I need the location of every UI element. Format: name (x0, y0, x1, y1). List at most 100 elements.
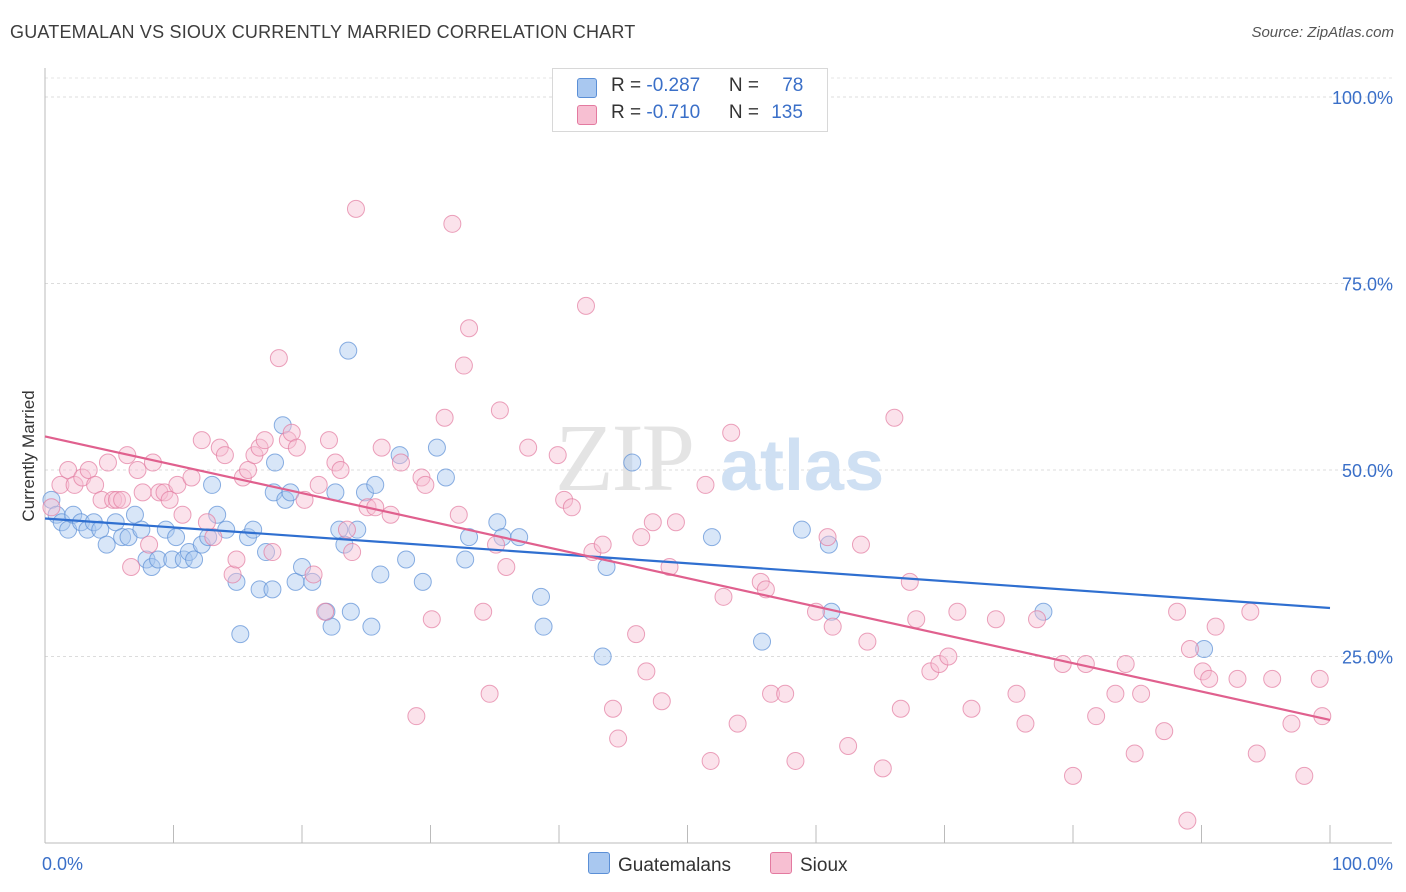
point-sioux (823, 617, 842, 636)
point-guatemalans (97, 535, 116, 554)
point-sioux (576, 296, 595, 315)
point-sioux (519, 438, 538, 457)
point-sioux (1106, 684, 1125, 703)
point-guatemalans (64, 505, 83, 524)
point-sioux (762, 684, 781, 703)
point-sioux (873, 759, 892, 778)
point-sioux (962, 699, 981, 718)
point-guatemalans (366, 475, 385, 494)
r-label: R = (611, 75, 647, 96)
point-sioux (1016, 714, 1035, 733)
point-sioux (435, 408, 454, 427)
point-sioux (391, 453, 410, 472)
point-guatemalans (753, 632, 772, 651)
point-sioux (1028, 610, 1047, 629)
point-sioux (287, 438, 306, 457)
point-sioux (858, 632, 877, 651)
x-tick-label: 100.0% (1332, 854, 1393, 874)
point-sioux (86, 475, 105, 494)
point-guatemalans (534, 617, 553, 636)
point-sioux (346, 199, 365, 218)
point-sioux (255, 431, 274, 450)
point-sioux (282, 423, 301, 442)
point-guatemalans (263, 580, 282, 599)
point-sioux (98, 453, 117, 472)
correlation-legend: R = -0.287 N = 78 R = -0.710 N = 135 (552, 68, 828, 132)
point-sioux (416, 475, 435, 494)
y-tick-label: 25.0% (1342, 648, 1393, 668)
point-sioux (1228, 669, 1247, 688)
point-sioux (885, 408, 904, 427)
axes (44, 68, 1392, 844)
point-sioux (407, 707, 426, 726)
point-sioux (337, 520, 356, 539)
point-guatemalans (348, 520, 367, 539)
point-sioux (1064, 766, 1082, 785)
point-guatemalans (593, 647, 612, 666)
point-sioux (239, 461, 258, 479)
point-sioux (1295, 766, 1314, 785)
n-label: N = (728, 75, 765, 96)
point-sioux (1247, 744, 1266, 763)
point-sioux (59, 461, 78, 479)
point-sioux (891, 699, 910, 718)
point-sioux (818, 528, 837, 547)
point-sioux (304, 565, 323, 584)
point-sioux (1053, 654, 1072, 673)
point-sioux (921, 662, 940, 681)
point-guatemalans (362, 617, 381, 636)
point-sioux (182, 468, 201, 487)
point-sioux (637, 662, 656, 681)
legend-swatch-guatemalans (588, 852, 610, 874)
point-sioux (555, 490, 574, 509)
point-sioux (128, 461, 147, 479)
point-guatemalans (460, 528, 479, 547)
point-guatemalans (532, 587, 551, 606)
chart-title: GUATEMALAN VS SIOUX CURRENTLY MARRIED CO… (10, 22, 636, 42)
point-sioux (728, 714, 747, 733)
point-sioux (986, 610, 1005, 629)
point-sioux (331, 461, 350, 479)
r-label: R = (611, 102, 647, 123)
point-sioux (122, 557, 141, 576)
point-sioux (851, 535, 870, 554)
x-tick-label: 0.0% (42, 854, 83, 874)
n-value: 135 (771, 102, 803, 123)
legend-swatch-sioux (577, 105, 597, 125)
point-sioux (562, 498, 581, 517)
point-sioux (701, 751, 720, 770)
y-tick-label: 75.0% (1342, 275, 1393, 295)
point-sioux (609, 729, 628, 748)
legend-label: Guatemalans (618, 855, 732, 876)
trend-line-sioux (44, 435, 1331, 721)
n-value: 78 (782, 75, 804, 96)
legend-swatch-sioux (770, 852, 792, 874)
legend-swatch-guatemalans (577, 78, 597, 98)
point-sioux (1168, 602, 1187, 621)
point-guatemalans (266, 453, 285, 472)
point-sioux (422, 610, 441, 629)
legend-label: Sioux (800, 855, 848, 876)
point-guatemalans (203, 475, 222, 494)
point-guatemalans (488, 513, 507, 532)
point-guatemalans (1195, 640, 1214, 659)
point-sioux (168, 475, 187, 494)
point-sioux (1116, 654, 1135, 673)
point-sioux (204, 528, 223, 547)
point-sioux (133, 483, 152, 502)
point-guatemalans (322, 617, 341, 636)
point-sioux (1310, 669, 1329, 688)
y-tick-label: 100.0% (1332, 88, 1393, 108)
point-sioux (173, 505, 192, 524)
point-sioux (1282, 714, 1301, 733)
point-sioux (839, 737, 858, 756)
point-guatemalans (436, 468, 455, 487)
point-guatemalans (413, 572, 432, 591)
point-sioux (343, 543, 362, 562)
point-sioux (666, 513, 685, 532)
point-guatemalans (185, 550, 204, 569)
point-sioux (474, 602, 493, 621)
point-guatemalans (1034, 602, 1053, 621)
point-sioux (603, 699, 622, 718)
point-sioux (316, 602, 335, 621)
